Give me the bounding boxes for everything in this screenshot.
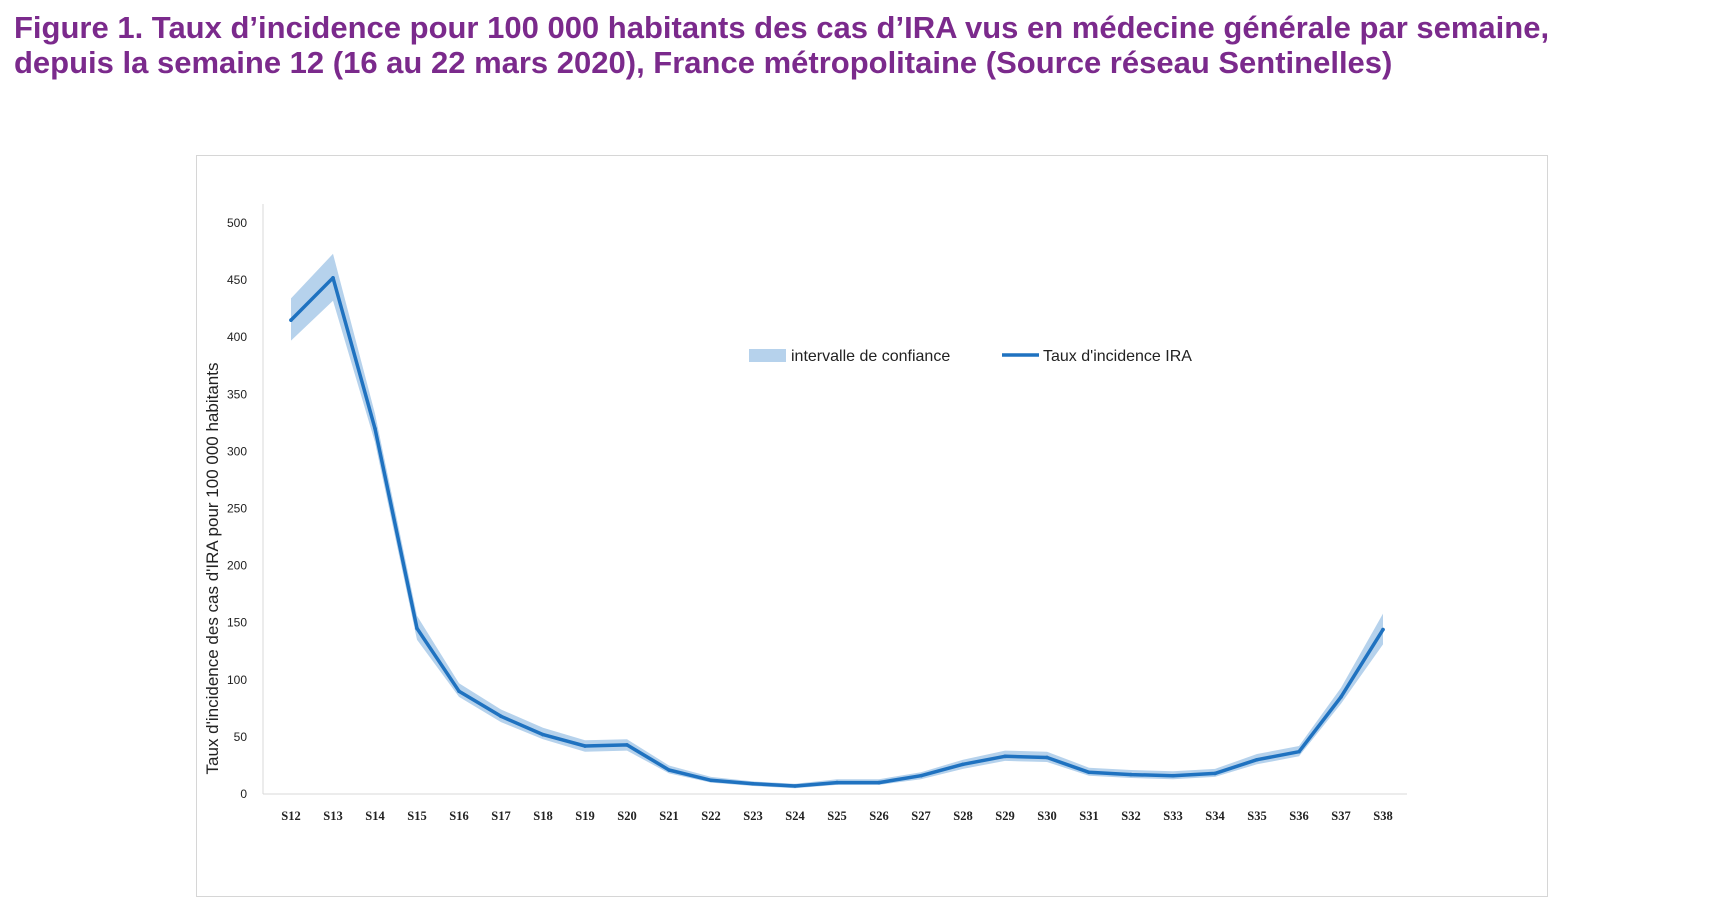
- x-tick-label: S16: [449, 809, 468, 823]
- x-tick-label: S15: [407, 809, 426, 823]
- data-point: [1129, 772, 1133, 777]
- x-tick-label: S13: [323, 809, 342, 823]
- data-point: [877, 780, 881, 785]
- x-tick-label: S37: [1331, 809, 1350, 823]
- x-tick-label: S34: [1205, 809, 1225, 823]
- y-tick-label: 50: [234, 730, 248, 744]
- y-tick-label: 400: [227, 330, 247, 344]
- title-line-1: Figure 1. Taux d’incidence pour 100 000 …: [14, 10, 1550, 45]
- data-point: [499, 714, 503, 719]
- x-tick-label: S28: [953, 809, 972, 823]
- data-point: [415, 626, 419, 631]
- x-tick-label: S17: [491, 809, 510, 823]
- page-title: Figure 1. Taux d’incidence pour 100 000 …: [14, 10, 1714, 80]
- legend-swatch-confidence: [749, 349, 786, 362]
- x-tick-label: S27: [911, 809, 930, 823]
- data-point: [373, 426, 377, 431]
- x-tick-label: S18: [533, 809, 552, 823]
- y-tick-label: 100: [227, 673, 247, 687]
- data-point: [961, 762, 965, 767]
- data-point: [331, 276, 335, 280]
- y-tick-label: 200: [227, 559, 247, 573]
- data-point: [667, 768, 671, 772]
- data-point: [289, 318, 293, 322]
- data-point: [835, 780, 839, 785]
- data-point: [457, 689, 461, 694]
- y-axis-title: Taux d'incidence des cas d'IRA pour 100 …: [203, 363, 222, 775]
- data-point: [1381, 627, 1385, 632]
- x-tick-label: S26: [869, 809, 888, 823]
- x-tick-label: S24: [785, 809, 805, 823]
- confidence-interval-band: [291, 253, 1383, 789]
- x-tick-label: S29: [995, 809, 1014, 823]
- data-point: [1087, 770, 1091, 775]
- data-point: [1297, 749, 1301, 754]
- y-tick-label: 350: [227, 387, 247, 401]
- y-tick-label: 500: [227, 216, 247, 230]
- x-tick-label: S25: [827, 809, 846, 823]
- data-point: [1045, 755, 1049, 760]
- x-tick-label: S12: [281, 809, 300, 823]
- data-point: [751, 781, 755, 786]
- data-point: [1213, 771, 1217, 776]
- x-tick-label: S36: [1289, 809, 1308, 823]
- data-point: [1171, 773, 1175, 778]
- x-tick-label: S14: [365, 809, 385, 823]
- x-tick-label: S21: [659, 809, 678, 823]
- data-point: [541, 732, 545, 737]
- x-tick-label: S32: [1121, 809, 1140, 823]
- x-tick-label: S38: [1373, 809, 1392, 823]
- x-tick-label: S31: [1079, 809, 1098, 823]
- y-tick-label: 150: [227, 616, 247, 630]
- x-tick-label: S19: [575, 809, 594, 823]
- data-point: [793, 784, 797, 788]
- data-point: [625, 743, 629, 747]
- title-line-2: depuis la semaine 12 (16 au 22 mars 2020…: [14, 45, 1393, 80]
- y-tick-label: 0: [240, 787, 247, 801]
- data-point: [1339, 695, 1343, 699]
- data-point: [919, 773, 923, 778]
- data-point: [1255, 757, 1259, 762]
- data-point: [709, 778, 713, 783]
- chart-frame: 0 50 100 150 200 250 300 350 400 450 500 S12 S13 S14 S…: [196, 155, 1548, 897]
- y-tick-label: 300: [227, 444, 247, 458]
- line-chart: 0 50 100 150 200 250 300 350 400 450 500 S12 S13 S14 S…: [203, 204, 1407, 823]
- x-tick-label: S22: [701, 809, 720, 823]
- x-tick-label: S35: [1247, 809, 1266, 823]
- x-tick-label: S23: [743, 809, 762, 823]
- x-tick-label: S20: [617, 809, 636, 823]
- data-point: [1003, 754, 1007, 759]
- legend-label-confidence: intervalle de confiance: [791, 348, 950, 365]
- y-tick-label: 450: [227, 273, 247, 287]
- x-tick-label: S33: [1163, 809, 1182, 823]
- data-point: [583, 744, 587, 748]
- x-tick-label: S30: [1037, 809, 1056, 823]
- y-tick-label: 250: [227, 502, 247, 516]
- legend-label-incidence: Taux d'incidence IRA: [1043, 348, 1192, 365]
